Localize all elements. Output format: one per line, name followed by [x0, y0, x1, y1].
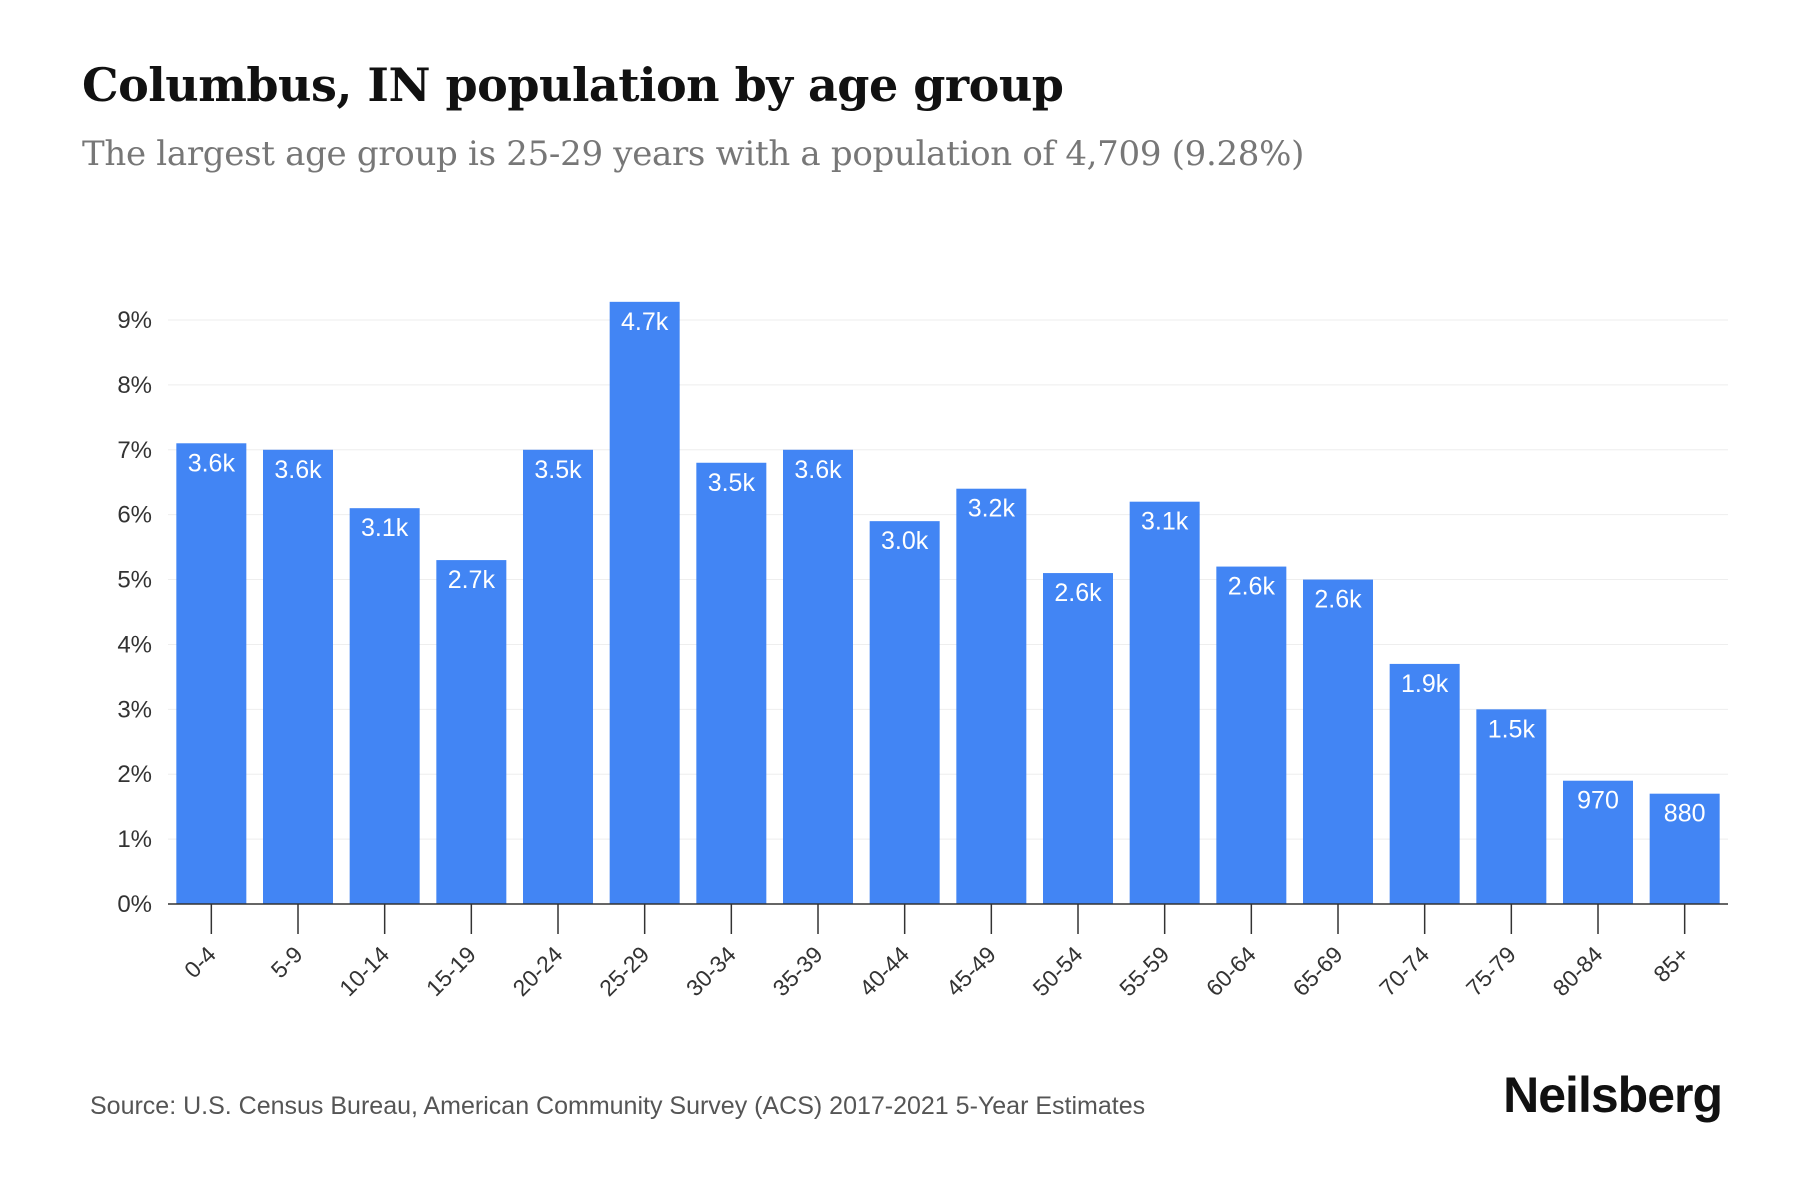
x-tick-label: 20-24: [508, 941, 568, 1001]
y-tick-label: 6%: [117, 502, 152, 529]
bar-data-label: 2.6k: [1228, 573, 1276, 601]
x-tick-label: 60-64: [1201, 941, 1261, 1001]
brand-logo: Neilsberg: [1503, 1067, 1723, 1123]
bar: [1476, 709, 1547, 904]
y-tick-label: 2%: [117, 761, 152, 788]
bar-data-label: 2.7k: [448, 566, 496, 594]
bar-chart: 0% 1% 2% 3% 4% 5% 6% 7% 8% 9% 3.6k 0-4 3.6k 5-9 3.1k 10…: [117, 301, 1728, 1001]
bar-data-label: 3.0k: [881, 527, 929, 555]
bar: [609, 301, 680, 904]
bar-data-label: 3.5k: [708, 469, 756, 497]
x-tick-label: 80-84: [1548, 941, 1608, 1001]
x-tick-label: 25-29: [594, 941, 654, 1001]
bar-data-label: 880: [1664, 800, 1706, 828]
bar-data-label: 2.6k: [1054, 579, 1102, 607]
bar: [783, 449, 853, 904]
bar-data-label: 3.6k: [794, 456, 842, 484]
bar-data-label: 3.2k: [968, 495, 1016, 523]
x-tick-label: 40-44: [854, 941, 914, 1001]
bar: [1216, 566, 1287, 904]
x-tick-label: 65-69: [1288, 941, 1348, 1001]
x-tick-label: 75-79: [1461, 941, 1521, 1001]
bar-data-label: 1.5k: [1488, 715, 1536, 743]
x-tick-label: 10-14: [334, 941, 394, 1001]
y-tick-label: 9%: [117, 307, 152, 334]
bar: [263, 449, 333, 904]
bar: [1043, 573, 1113, 904]
bar: [1129, 501, 1200, 904]
x-tick-label: 0-4: [179, 941, 221, 983]
x-tick-label: 55-59: [1114, 941, 1174, 1001]
bar-data-label: 3.6k: [274, 456, 322, 484]
bar-data-label: 3.6k: [188, 449, 236, 477]
y-tick-label: 4%: [117, 631, 152, 658]
bar-data-label: 3.1k: [361, 514, 409, 542]
bar: [956, 488, 1027, 904]
x-tick-label: 30-34: [681, 941, 741, 1001]
bar: [869, 521, 940, 904]
y-tick-label: 7%: [117, 437, 152, 464]
bar: [1649, 793, 1720, 904]
x-tick-label: 45-49: [941, 941, 1001, 1001]
bar: [436, 560, 507, 904]
x-tick-label: 35-39: [768, 941, 828, 1001]
x-tick-label: 85+: [1648, 941, 1694, 987]
bar-data-label: 970: [1577, 787, 1619, 815]
bar-data-label: 4.7k: [621, 308, 669, 336]
bar-data-label: 3.1k: [1141, 508, 1189, 536]
y-tick-label: 8%: [117, 372, 152, 399]
bar: [176, 443, 247, 904]
x-tick-label: 50-54: [1028, 941, 1088, 1001]
y-tick-label: 0%: [117, 891, 152, 918]
bar: [349, 508, 420, 904]
chart-title: Columbus, IN population by age group: [82, 58, 1064, 112]
x-tick-label: 5-9: [266, 941, 308, 983]
y-tick-label: 3%: [117, 696, 152, 723]
source-note: Source: U.S. Census Bureau, American Com…: [90, 1092, 1146, 1120]
x-tick-label: 70-74: [1374, 941, 1434, 1001]
bar-data-label: 3.5k: [534, 456, 582, 484]
bar: [1389, 663, 1460, 904]
bar-data-label: 2.6k: [1314, 586, 1362, 614]
bar-data-label: 1.9k: [1401, 670, 1449, 698]
chart-subtitle: The largest age group is 25-29 years wit…: [82, 134, 1305, 174]
y-tick-label: 5%: [117, 567, 152, 594]
bar: [1563, 780, 1633, 904]
x-tick-label: 15-19: [421, 941, 481, 1001]
bar: [696, 462, 767, 904]
bar: [523, 449, 593, 904]
bar: [1303, 579, 1373, 904]
y-tick-label: 1%: [117, 826, 152, 853]
